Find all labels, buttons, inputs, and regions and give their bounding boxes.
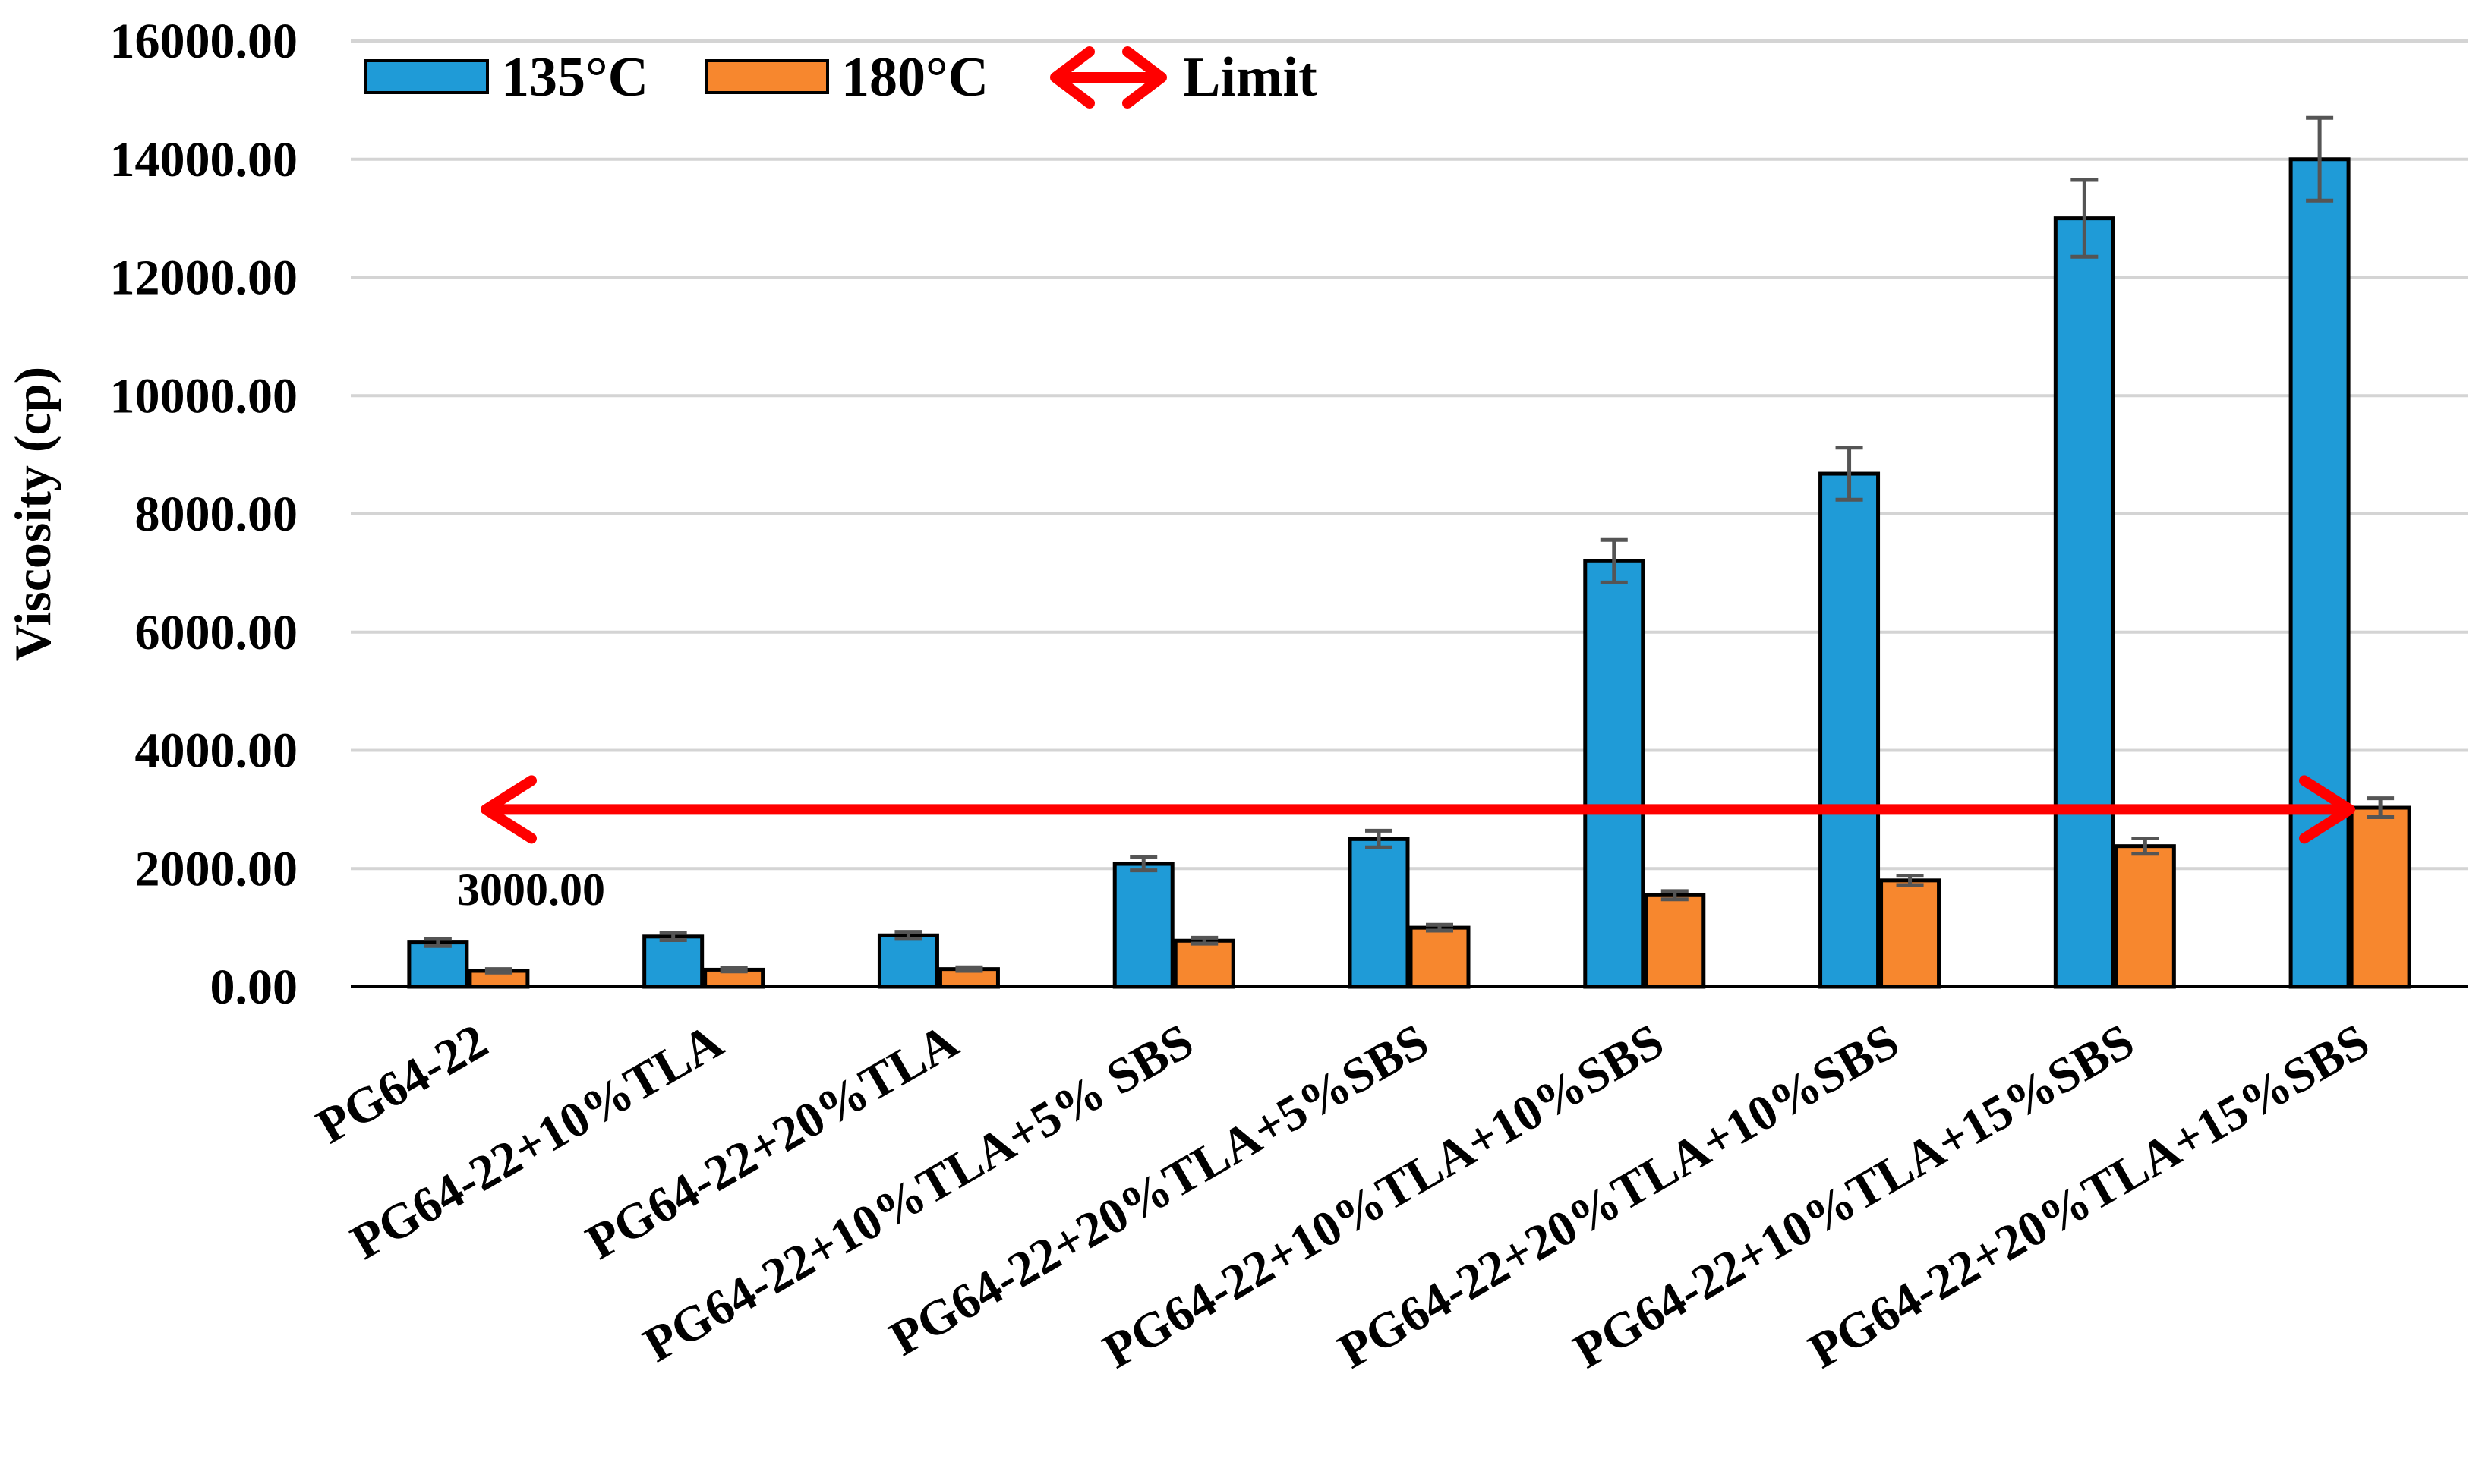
y-tick-label: 14000.00 [110,132,298,187]
limit-arrow: 3000.00 [457,775,2355,915]
limit-value-label: 3000.00 [457,865,605,915]
bar-135c [2288,157,2351,989]
category-label: PG64-22 [307,1013,497,1155]
category-label: PG64-22+10%TLA [342,1013,733,1271]
bar-135c [1583,559,1645,989]
bar-180c [2114,844,2176,989]
legend-label-180c: 180°C [841,46,989,109]
legend-label-135c: 135°C [501,46,648,109]
bar-180c [1879,878,1941,989]
category-labels: PG64-22PG64-22+10%TLAPG64-22+20%TLAPG64-… [307,1013,2378,1379]
bar-135c [642,934,705,989]
category-label: PG64-22+20%TLA [577,1013,967,1271]
bar-135c [877,933,939,989]
bar-135c [407,940,469,989]
legend-swatch-135c [364,59,489,94]
y-tick-label: 8000.00 [135,487,298,542]
y-axis-label: Viscosity (cp) [4,367,61,661]
bars [407,157,2411,989]
y-tick-label: 6000.00 [135,605,298,660]
error-bars [424,115,2395,975]
bar-180c [1173,938,1235,989]
legend: 135°C 180°C Limit [364,46,1317,109]
y-tick-label: 16000.00 [110,14,298,69]
bar-180c [1644,893,1706,989]
y-tick-label: 0.00 [210,959,298,1015]
bar-135c [1112,862,1175,989]
legend-label-limit: Limit [1183,46,1317,109]
bar-135c [1348,837,1410,989]
bar-135c [1818,471,1881,989]
y-tick-labels: 0.00 2000.00 4000.00 6000.00 8000.00 10000.00… [110,14,298,1015]
legend-swatch-180c [705,59,829,94]
y-tick-label: 10000.00 [110,368,298,424]
limit-arrowhead-right [2299,775,2355,844]
bar-180c [2349,805,2411,989]
legend-limit-arrow-icon [1050,46,1167,109]
limit-arrowhead-left [481,775,537,844]
bar-135c [2053,216,2115,989]
bar-180c [1408,925,1471,989]
y-tick-label: 2000.00 [135,841,298,896]
y-tick-label: 12000.00 [110,250,298,306]
y-tick-label: 4000.00 [135,723,298,779]
legend-arrowhead-left [1050,46,1095,109]
legend-arrowhead-right [1122,46,1167,109]
gridlines [351,39,2468,871]
